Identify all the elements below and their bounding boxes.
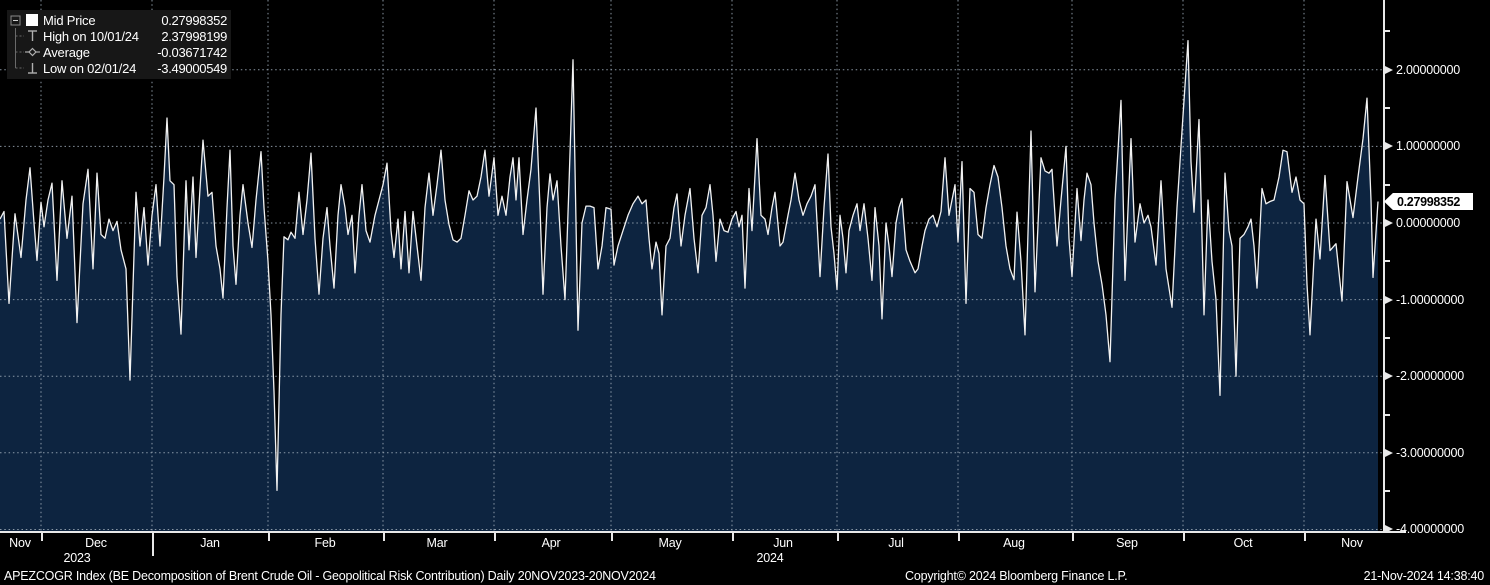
low-whisker-icon	[28, 63, 37, 74]
month-label: Sep	[1116, 536, 1138, 550]
y-axis-label: -2.00000000	[1385, 368, 1464, 385]
chart-plot-area[interactable]	[0, 0, 1383, 531]
y-axis-minor-tick	[1383, 260, 1390, 263]
legend-label: High on 10/01/24	[43, 28, 139, 44]
chart-legend[interactable]: Mid Price 0.27998352 High on 10/01/24 2.…	[7, 10, 231, 79]
legend-value: 0.27998352	[161, 12, 227, 28]
month-label: Jun	[773, 536, 793, 550]
y-axis-label: -3.00000000	[1385, 444, 1464, 461]
legend-label: Low on 02/01/24	[43, 60, 137, 76]
axis-arrow-icon	[1385, 525, 1393, 534]
y-axis-minor-tick	[1383, 107, 1390, 110]
legend-row-mid-price[interactable]: Mid Price 0.27998352	[9, 12, 227, 28]
month-label: Dec	[85, 536, 107, 550]
month-tick	[1183, 533, 1185, 541]
legend-label: Mid Price	[43, 12, 96, 28]
month-tick	[268, 533, 270, 541]
month-tick	[958, 533, 960, 541]
y-axis-minor-tick	[1383, 30, 1390, 33]
year-label: 2023	[63, 551, 91, 565]
mid-price-swatch-icon	[26, 14, 38, 26]
year-label: 2024	[756, 551, 784, 565]
month-label: Feb	[314, 536, 336, 550]
axis-arrow-icon	[1385, 448, 1393, 457]
copyright-text: Copyright© 2024 Bloomberg Finance L.P.	[905, 569, 1128, 583]
gridlines	[0, 0, 1383, 531]
y-axis-label: -4.00000000	[1385, 521, 1464, 538]
y-axis-minor-tick	[1383, 490, 1390, 493]
month-tick	[1072, 533, 1074, 541]
month-tick	[837, 533, 839, 541]
month-label: Nov	[1341, 536, 1363, 550]
legend-value: -0.03671742	[157, 44, 227, 60]
axis-arrow-icon	[1385, 142, 1393, 151]
month-tick	[611, 533, 613, 541]
tree-branch	[15, 44, 24, 60]
month-tick	[732, 533, 734, 541]
chart-title-text: APEZCOGR Index (BE Decomposition of Bren…	[4, 569, 656, 583]
month-tick	[1304, 533, 1306, 541]
axis-arrow-icon	[1385, 65, 1393, 74]
legend-label: Average	[43, 44, 90, 60]
legend-row-average[interactable]: Average -0.03671742	[9, 44, 227, 60]
x-axis-line	[0, 531, 1406, 533]
last-price-badge: 0.27998352	[1384, 193, 1473, 211]
month-label: May	[658, 536, 682, 550]
legend-row-low[interactable]: Low on 02/01/24 -3.49000549	[9, 60, 227, 76]
legend-expander-icon[interactable]	[9, 12, 24, 28]
month-tick	[383, 533, 385, 541]
tree-branch	[15, 28, 24, 44]
legend-value: 2.37998199	[161, 28, 227, 44]
y-axis-label: -1.00000000	[1385, 291, 1464, 308]
y-axis-minor-tick	[1383, 413, 1390, 416]
status-bar: APEZCOGR Index (BE Decomposition of Bren…	[0, 567, 1490, 585]
axis-arrow-icon	[1385, 218, 1393, 227]
month-label: Jan	[200, 536, 220, 550]
axis-arrow-icon	[1385, 295, 1393, 304]
y-axis-label: 1.00000000	[1385, 138, 1460, 155]
month-label: Nov	[9, 536, 31, 550]
month-label: Apr	[541, 536, 561, 550]
month-label: Jul	[888, 536, 904, 550]
y-axis-line	[1383, 0, 1385, 533]
month-tick	[41, 533, 43, 541]
y-axis-label: 2.00000000	[1385, 61, 1460, 78]
high-whisker-icon	[28, 30, 37, 41]
month-tick	[494, 533, 496, 541]
month-label: Aug	[1003, 536, 1025, 550]
timestamp-text: 21-Nov-2024 14:38:40	[1363, 569, 1485, 583]
y-axis-minor-tick	[1383, 336, 1390, 339]
legend-value: -3.49000549	[157, 60, 227, 76]
axis-arrow-icon	[1385, 372, 1393, 381]
legend-row-high[interactable]: High on 10/01/24 2.37998199	[9, 28, 227, 44]
y-axis-minor-tick	[1383, 183, 1390, 186]
chart-canvas	[0, 0, 1383, 531]
area-series	[0, 40, 1378, 531]
average-diamond-icon	[25, 47, 40, 57]
y-axis-label: 0.00000000	[1385, 214, 1460, 231]
month-label: Oct	[1233, 536, 1253, 550]
year-boundary-tick	[152, 533, 154, 556]
line-series	[0, 39, 1379, 492]
month-label: Mar	[426, 536, 448, 550]
tree-branch	[15, 60, 24, 69]
